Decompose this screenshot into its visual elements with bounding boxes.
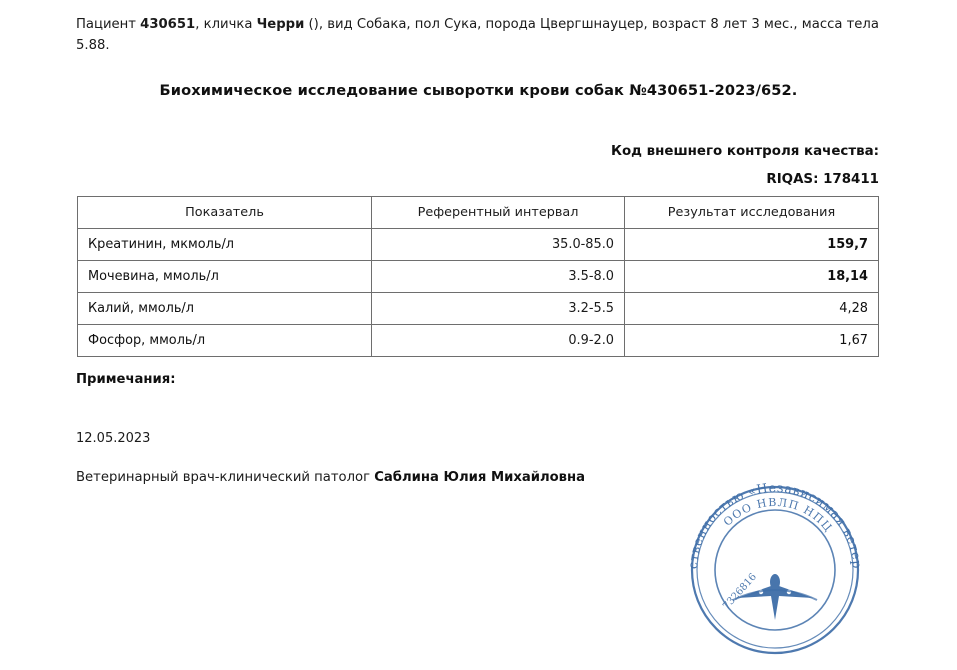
table-row: Фосфор, ммоль/л 0.9-2.0 1,67 — [77, 324, 879, 357]
column-header-indicator: Показатель — [77, 196, 372, 229]
document-page: Пациент 430651, кличка Черри (), вид Соб… — [76, 14, 886, 655]
row-reference: 3.5-8.0 — [371, 260, 625, 293]
row-result: 4,28 — [624, 292, 879, 325]
patient-name-label: , кличка — [195, 17, 257, 32]
row-reference: 35.0-85.0 — [371, 228, 625, 261]
official-seal-stamp: ственностью «Независимая ветер ООО НВЛП … — [675, 470, 875, 670]
svg-text:7326816: 7326816 — [721, 572, 759, 612]
row-result: 159,7 — [624, 228, 879, 261]
patient-prefix: Пациент — [76, 17, 141, 32]
row-indicator: Мочевина, ммоль/л — [77, 260, 372, 293]
row-indicator: Фосфор, ммоль/л — [77, 324, 372, 357]
row-reference: 3.2-5.5 — [371, 292, 625, 325]
quality-control-value: RIQAS: 178411 — [766, 172, 879, 187]
column-header-reference: Референтный интервал — [371, 196, 625, 229]
table-header-row: Показатель Референтный интервал Результа… — [77, 196, 879, 229]
row-indicator: Калий, ммоль/л — [77, 292, 372, 325]
patient-name: Черри — [256, 17, 305, 32]
column-header-result: Результат исследования — [624, 196, 879, 229]
signature-line: Ветеринарный врач-клинический патолог Са… — [76, 470, 585, 485]
table-row: Креатинин, мкмоль/л 35.0-85.0 159,7 — [77, 228, 879, 261]
quality-control-block: Код внешнего контроля качества: RIQAS: 1… — [611, 138, 879, 194]
patient-details: (), вид Собака, пол Сука, порода Цвергшн… — [76, 17, 879, 53]
signature-role: Ветеринарный врач-клинический патолог — [76, 470, 375, 485]
row-indicator: Креатинин, мкмоль/л — [77, 228, 372, 261]
svg-text:ственностью «Независимая ветер: ственностью «Независимая ветер — [685, 480, 865, 570]
table-row: Калий, ммоль/л 3.2-5.5 4,28 — [77, 292, 879, 325]
signature-person: Саблина Юлия Михайловна — [374, 470, 586, 485]
row-result: 18,14 — [624, 260, 879, 293]
results-table-body: Креатинин, мкмоль/л 35.0-85.0 159,7 Моче… — [77, 228, 879, 357]
patient-id: 430651 — [140, 17, 196, 32]
quality-control-label: Код внешнего контроля качества: — [611, 144, 879, 159]
results-table: Показатель Референтный интервал Результа… — [77, 196, 879, 357]
report-date: 12.05.2023 — [76, 431, 151, 446]
table-row: Мочевина, ммоль/л 3.5-8.0 18,14 — [77, 260, 879, 293]
notes-label: Примечания: — [76, 372, 176, 387]
row-result: 1,67 — [624, 324, 879, 357]
row-reference: 0.9-2.0 — [371, 324, 625, 357]
patient-info-line: Пациент 430651, кличка Черри (), вид Соб… — [76, 14, 886, 56]
document-title: Биохимическое исследование сыворотки кро… — [159, 82, 798, 99]
svg-text:ООО НВЛП НПЦ: ООО НВЛП НПЦ — [721, 496, 835, 535]
